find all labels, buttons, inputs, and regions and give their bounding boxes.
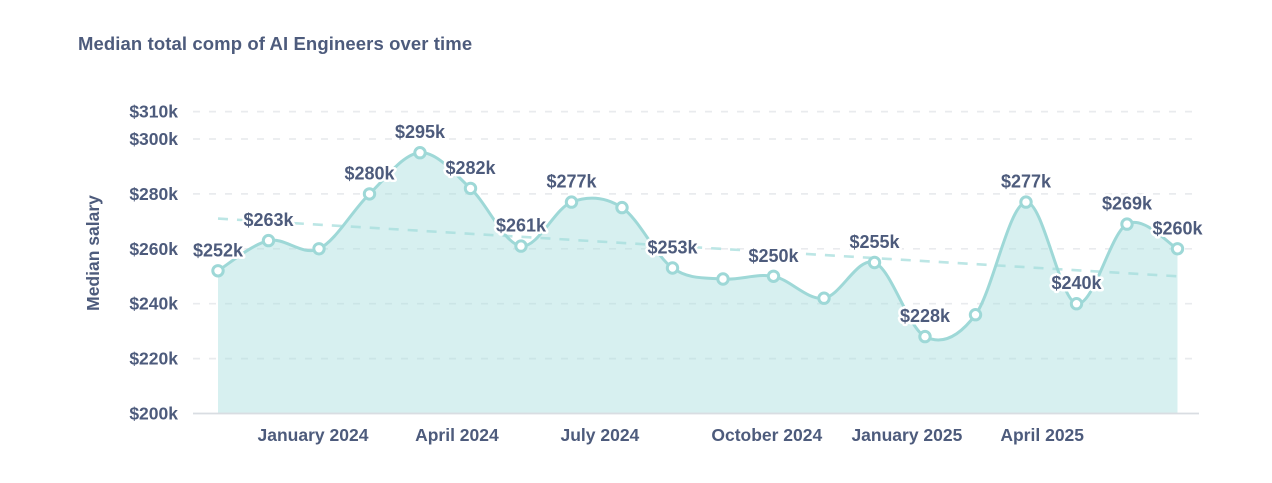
data-point-label: $280k [344,163,395,183]
data-point-label: $240k [1051,273,1102,293]
y-tick-label: $280k [129,184,178,204]
data-point-label: $252k [193,240,244,260]
data-point-label: $228k [900,306,951,326]
data-point-marker[interactable] [1069,297,1084,311]
y-axis-title: Median salary [83,195,103,311]
data-point-marker[interactable] [564,195,579,209]
data-point-label: $260k [1152,218,1203,238]
data-point-marker[interactable] [665,261,680,275]
trend-line [217,217,1178,278]
data-point-label: $250k [748,246,799,266]
data-point-marker[interactable] [261,233,276,248]
data-point-label: $253k [647,238,698,258]
data-point-marker[interactable] [867,255,882,270]
data-point-marker[interactable] [918,329,932,344]
x-tick-label: July 2024 [560,425,639,445]
y-tick-label: $200k [129,404,178,424]
data-point-label: $263k [243,210,294,230]
y-tick-label: $310k [129,102,178,122]
data-point-marker[interactable] [615,200,629,215]
x-tick-label: January 2024 [258,425,369,445]
x-tick-label: January 2025 [851,425,962,445]
data-point-label: $295k [395,122,446,142]
data-point-marker[interactable] [514,239,528,253]
data-point-label: $261k [496,216,547,236]
data-point-marker[interactable] [1019,195,1033,209]
y-tick-label: $240k [129,294,178,314]
x-tick-label: April 2025 [1000,425,1084,445]
data-point-label: $277k [546,172,597,192]
y-tick-label: $300k [129,129,178,149]
data-point-marker[interactable] [716,272,730,286]
chart-title: Median total comp of AI Engineers over t… [78,33,473,54]
data-point-marker[interactable] [211,264,225,278]
data-point-marker[interactable] [312,242,326,256]
data-point-label: $282k [445,158,496,178]
data-point-marker[interactable] [968,308,983,322]
data-point-marker[interactable] [463,181,478,196]
y-tick-label: $220k [129,349,178,369]
y-tick-label: $260k [129,239,178,259]
x-tick-label: April 2024 [415,425,499,445]
data-point-marker[interactable] [817,291,831,305]
data-point-marker[interactable] [1120,217,1134,231]
data-point-marker[interactable] [766,269,781,283]
data-point-label: $269k [1102,194,1153,214]
data-point-marker[interactable] [362,187,377,201]
area-fill [218,152,1178,414]
data-point-label: $277k [1001,172,1052,192]
x-tick-label: October 2024 [711,425,822,445]
data-point-marker[interactable] [1170,242,1185,256]
data-point-marker[interactable] [413,146,427,160]
data-point-label: $255k [849,232,900,252]
